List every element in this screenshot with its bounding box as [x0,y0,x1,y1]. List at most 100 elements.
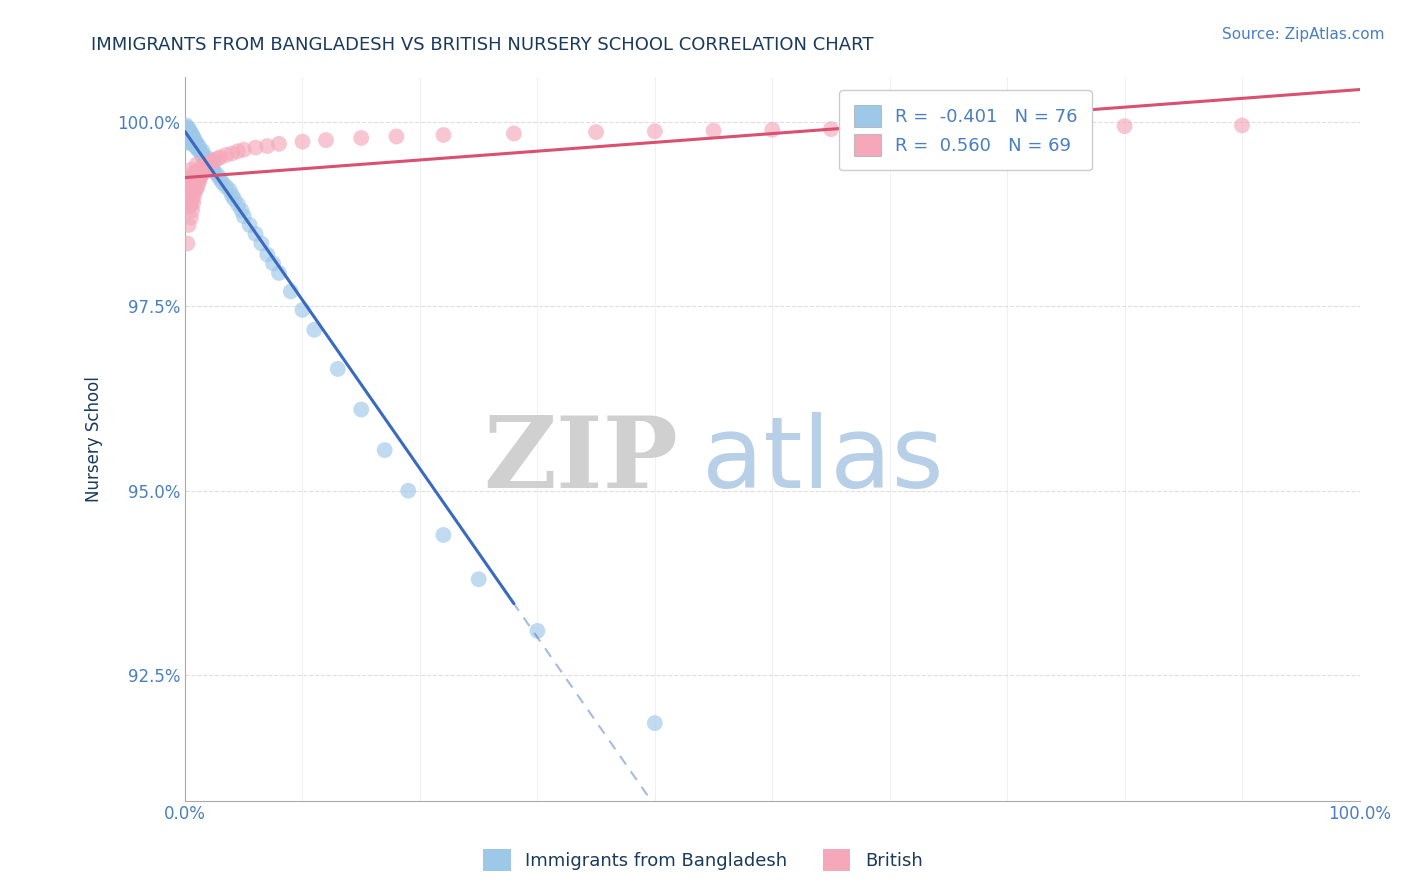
Point [202,165,225,179]
Point [396,483,419,498]
Text: atlas: atlas [702,412,943,509]
Point [176,136,198,150]
Point [503,127,526,141]
Point [180,211,202,225]
Point [180,174,202,188]
Point [176,128,198,142]
Point [177,218,200,232]
Point [256,247,278,261]
Point [183,188,205,202]
Point [184,175,207,189]
Point [176,236,198,251]
Point [181,166,204,180]
Point [183,136,205,151]
Point [174,119,197,133]
Point [197,152,219,166]
Point [181,128,204,142]
Point [267,136,290,151]
Point [191,145,214,159]
Point [181,137,204,152]
Point [350,402,373,417]
Point [644,716,666,731]
Point [761,123,783,137]
Point [200,155,222,169]
Point [187,178,209,192]
Point [187,138,209,153]
Point [1230,119,1253,133]
Point [186,181,208,195]
Point [193,150,215,164]
Point [239,218,262,232]
Point [374,443,396,458]
Point [585,125,607,139]
Point [188,174,211,188]
Point [180,162,202,177]
Point [385,129,408,144]
Point [184,139,207,153]
Point [226,145,249,159]
Point [195,157,218,171]
Point [195,159,218,173]
Legend: Immigrants from Bangladesh, British: Immigrants from Bangladesh, British [477,842,929,879]
Point [181,195,204,210]
Point [188,169,211,184]
Point [181,185,204,199]
Point [174,129,197,144]
Point [256,139,278,153]
Point [188,162,211,177]
Point [302,323,325,337]
Point [184,183,207,197]
Point [218,183,240,197]
Point [183,179,205,194]
Point [181,130,204,145]
Point [179,128,201,142]
Point [186,165,208,179]
Point [184,136,207,150]
Point [194,153,217,167]
Point [197,156,219,170]
Point [432,528,454,542]
Point [180,185,202,199]
Point [179,123,201,137]
Point [174,133,197,147]
Point [188,145,211,159]
Point [232,143,254,157]
Point [181,181,204,195]
Point [326,362,349,376]
Point [291,302,314,317]
Point [188,140,211,154]
Point [179,178,201,192]
Point [245,140,267,154]
Point [526,624,548,638]
Point [224,192,246,206]
Point [432,128,454,142]
Point [245,227,267,241]
Point [181,136,204,150]
Legend: R =  -0.401   N = 76, R =  0.560   N = 69: R = -0.401 N = 76, R = 0.560 N = 69 [839,90,1092,170]
Point [191,159,214,173]
Point [188,166,211,180]
Y-axis label: Nursery School: Nursery School [86,376,103,502]
Point [280,285,302,299]
Point [186,136,208,151]
Point [267,266,290,280]
Point [703,123,725,137]
Point [262,256,284,270]
Point [879,121,901,136]
Point [1114,119,1136,133]
Point [190,146,212,161]
Point [820,122,842,136]
Point [181,134,204,148]
Point [350,131,373,145]
Point [232,209,254,223]
Point [180,129,202,144]
Point [186,157,208,171]
Point [187,168,209,182]
Point [207,169,229,183]
Point [177,195,200,210]
Point [181,131,204,145]
Point [179,200,201,214]
Text: ZIP: ZIP [484,412,678,509]
Point [179,136,201,150]
Point [176,120,198,135]
